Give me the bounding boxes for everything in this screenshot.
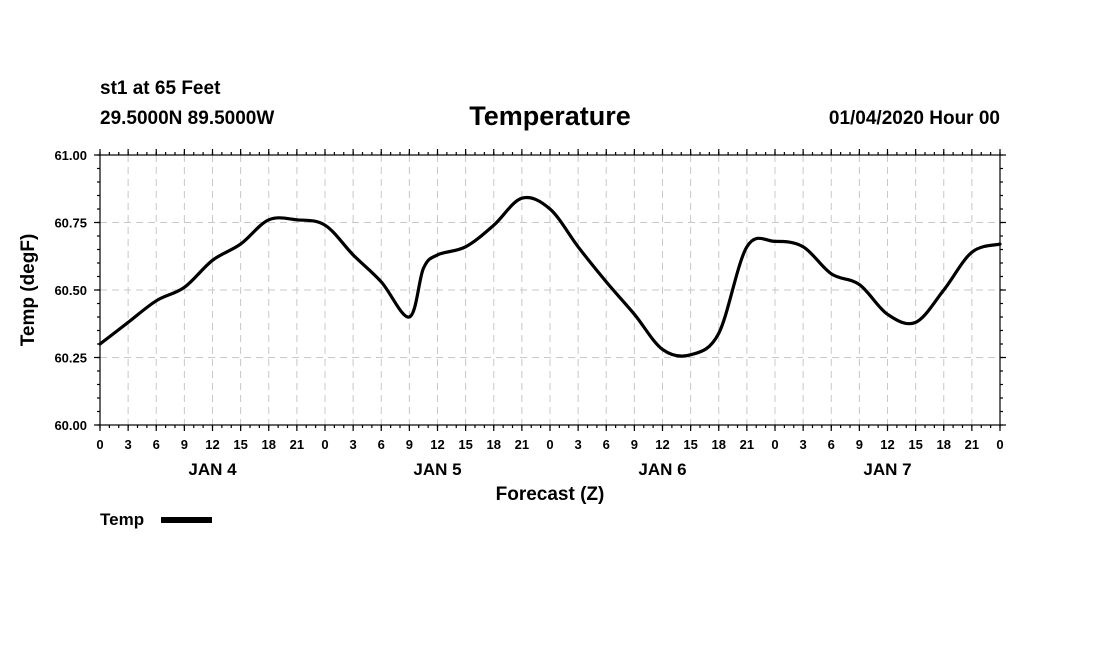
x-tick-label: 18: [937, 437, 951, 452]
x-tick-label: 6: [603, 437, 610, 452]
y-tick-label: 60.25: [54, 351, 87, 366]
y-tick-labels: 60.00 60.25 60.50 60.75 61.00: [54, 148, 87, 433]
x-tick-label: 3: [350, 437, 357, 452]
x-tick-label: 6: [828, 437, 835, 452]
y-axis-label: Temp (degF): [18, 234, 39, 347]
x-tick-label: 18: [712, 437, 726, 452]
x-tick-label: 21: [740, 437, 754, 452]
axis-ticks: [94, 149, 1006, 431]
y-tick-label: 60.50: [54, 283, 87, 298]
day-labels: JAN 4 JAN 5 JAN 6 JAN 7: [188, 460, 911, 479]
chart-title: Temperature: [469, 101, 631, 131]
x-tick-label: 12: [655, 437, 669, 452]
x-tick-label: 3: [800, 437, 807, 452]
x-tick-label: 0: [771, 437, 778, 452]
y-tick-label: 60.75: [54, 216, 87, 231]
day-label: JAN 5: [413, 460, 461, 479]
x-tick-label: 9: [181, 437, 188, 452]
day-label: JAN 6: [638, 460, 686, 479]
x-tick-label: 18: [262, 437, 276, 452]
x-tick-label: 3: [575, 437, 582, 452]
x-tick-label: 21: [965, 437, 979, 452]
y-tick-label: 61.00: [54, 148, 87, 163]
legend: Temp: [100, 510, 212, 529]
temp-series-line: [98, 195, 1002, 358]
legend-label: Temp: [100, 510, 144, 529]
x-tick-label: 18: [487, 437, 501, 452]
x-tick-label: 3: [125, 437, 132, 452]
x-tick-label: 0: [321, 437, 328, 452]
x-tick-label: 0: [96, 437, 103, 452]
x-tick-label: 21: [290, 437, 304, 452]
x-tick-label: 12: [205, 437, 219, 452]
x-tick-label: 0: [996, 437, 1003, 452]
x-tick-label: 9: [631, 437, 638, 452]
x-tick-label: 6: [378, 437, 385, 452]
x-tick-label: 15: [458, 437, 472, 452]
x-tick-label: 12: [430, 437, 444, 452]
day-label: JAN 7: [863, 460, 911, 479]
x-tick-label: 6: [153, 437, 160, 452]
x-axis-label: Forecast (Z): [496, 484, 605, 505]
x-tick-label: 15: [908, 437, 922, 452]
x-tick-label: 15: [233, 437, 247, 452]
valid-time-label: 01/04/2020 Hour 00: [829, 108, 1000, 129]
x-tick-label: 9: [406, 437, 413, 452]
y-tick-label: 60.00: [54, 418, 87, 433]
series-layer: [98, 195, 1002, 358]
x-tick-label: 12: [880, 437, 894, 452]
x-tick-label: 9: [856, 437, 863, 452]
station-label: st1 at 65 Feet: [100, 78, 221, 99]
x-tick-label: 21: [515, 437, 529, 452]
x-tick-labels: 0 3 6 9 12 15 18 21 0 3 6 9 12 15 18 21 0 3 6 9 12 15 18 21 0 3 6 9…: [96, 437, 1003, 452]
location-label: 29.5000N 89.5000W: [100, 108, 274, 129]
day-label: JAN 4: [188, 460, 237, 479]
x-tick-label: 0: [546, 437, 553, 452]
x-tick-label: 15: [683, 437, 697, 452]
